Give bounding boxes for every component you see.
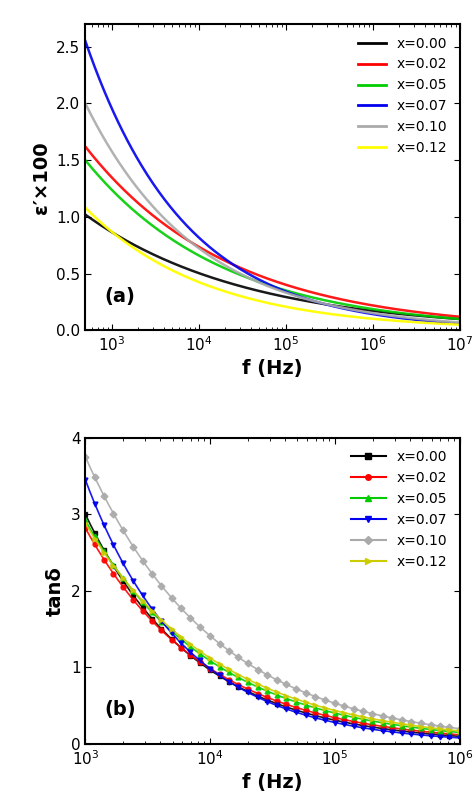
X-axis label: f (Hz): f (Hz) [242,773,303,792]
Legend: x=0.00, x=0.02, x=0.05, x=0.07, x=0.10, x=0.12: x=0.00, x=0.02, x=0.05, x=0.07, x=0.10, … [352,31,453,161]
Text: (a): (a) [104,287,135,306]
Text: (b): (b) [104,701,136,719]
Y-axis label: ε′×100: ε′×100 [32,141,51,214]
Y-axis label: tanδ: tanδ [46,566,65,616]
Legend: x=0.00, x=0.02, x=0.05, x=0.07, x=0.10, x=0.12: x=0.00, x=0.02, x=0.05, x=0.07, x=0.10, … [345,445,453,574]
X-axis label: f (Hz): f (Hz) [242,359,303,378]
